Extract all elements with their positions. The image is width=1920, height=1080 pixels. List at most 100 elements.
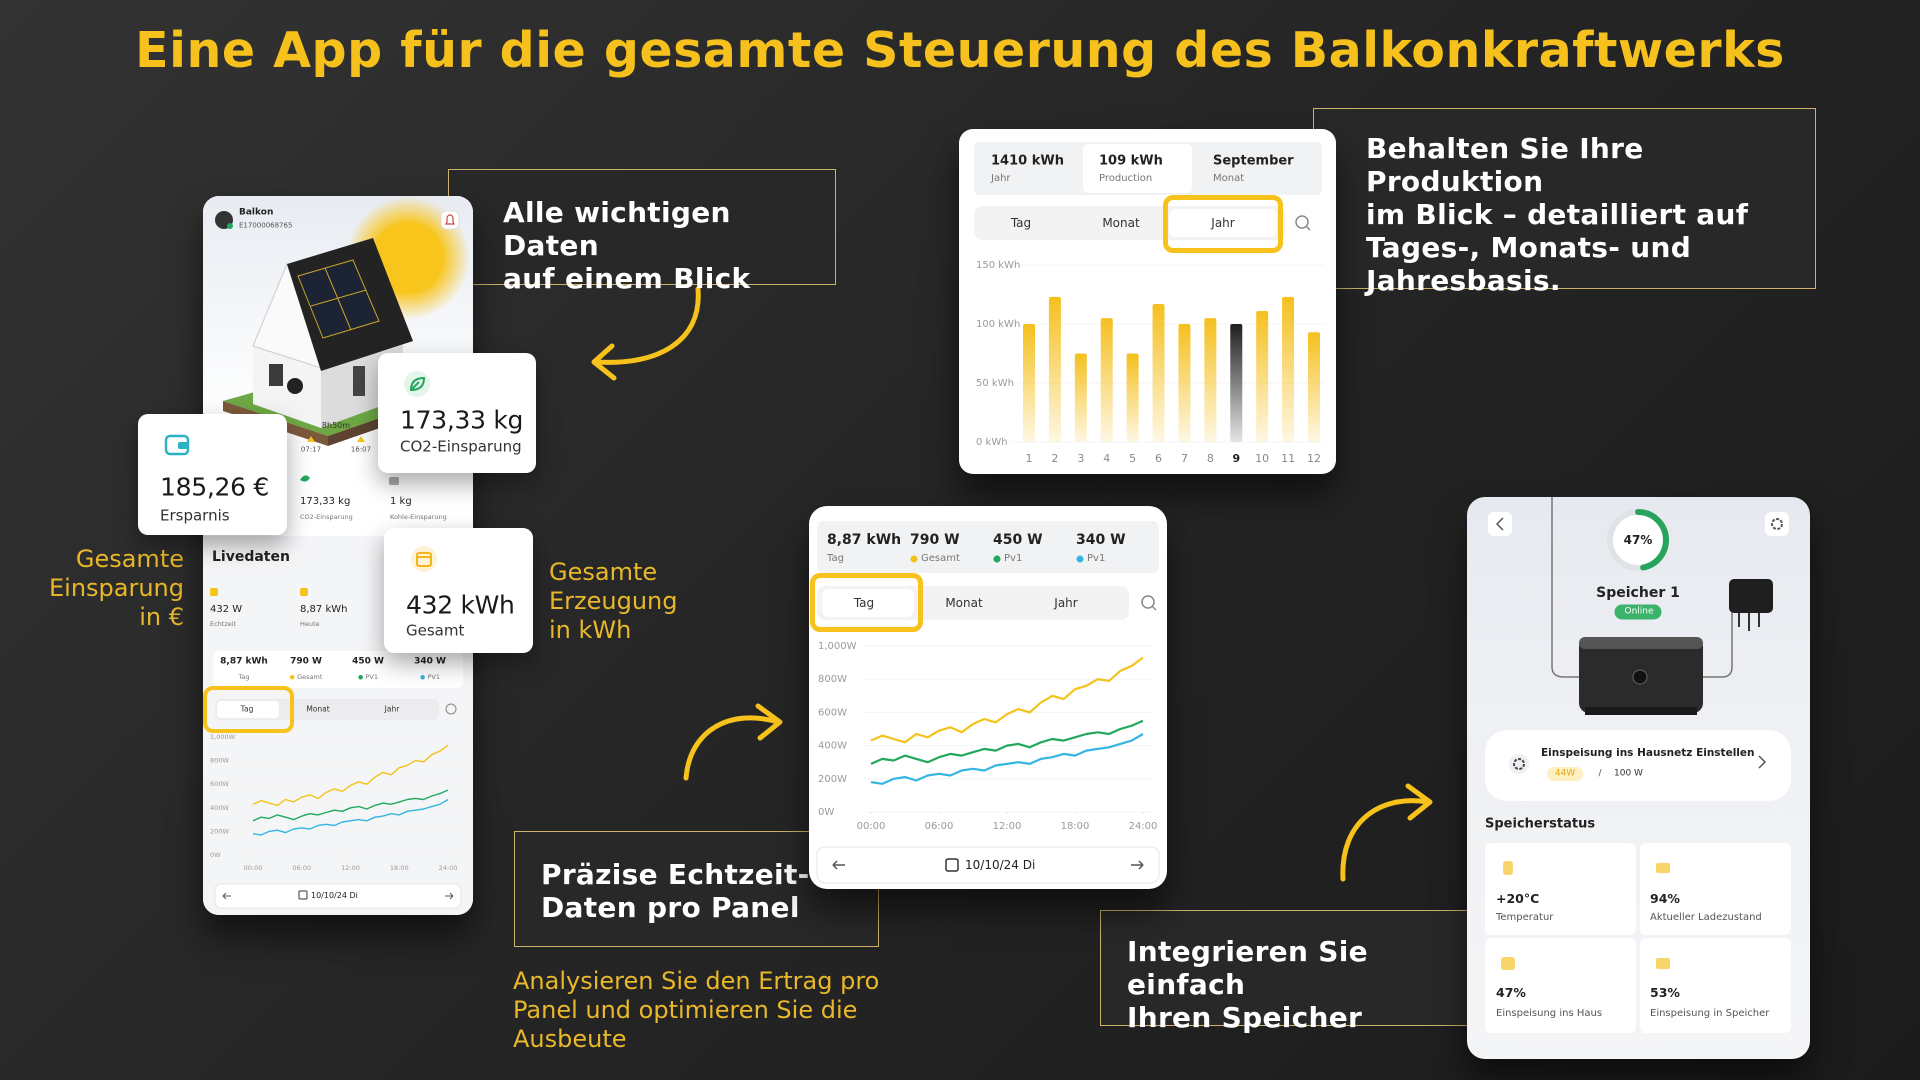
tab[interactable]: Jahr — [384, 704, 400, 714]
coal-icon — [389, 477, 399, 485]
door — [353, 366, 365, 396]
caption-line: in € — [139, 603, 184, 631]
sunrise-icon — [307, 436, 315, 442]
setting-row[interactable] — [1485, 730, 1791, 801]
inverter — [1729, 579, 1773, 613]
window — [269, 364, 283, 386]
stat-value: 8,87 kWh — [220, 656, 268, 667]
storage-name: Speicher 1 — [1596, 585, 1680, 601]
series-line — [870, 733, 1144, 785]
date-bar — [214, 883, 462, 909]
settings-button[interactable] — [1765, 512, 1789, 536]
prev-arrow[interactable] — [832, 860, 845, 870]
x-tick-label: 5 — [1129, 452, 1136, 465]
stat-value: 450 W — [352, 656, 384, 667]
caption: Gesamte Einsparung in € — [20, 545, 184, 632]
callout-line: Alle wichtigen Daten — [503, 196, 731, 262]
cable — [1700, 606, 1752, 678]
bar — [1256, 311, 1269, 442]
tab-selected — [1169, 209, 1277, 237]
tab[interactable]: Tag — [1010, 216, 1032, 230]
tile — [1485, 938, 1636, 1033]
stat-label: Tag — [238, 672, 250, 681]
bar — [1230, 324, 1243, 442]
next-arrow[interactable] — [1131, 860, 1144, 870]
sun — [372, 222, 444, 294]
stat-card: 173,33 kg CO2-Einsparung — [378, 353, 536, 473]
calendar-icon — [945, 858, 959, 872]
series-line — [252, 789, 449, 822]
zoom-icon[interactable] — [1295, 215, 1309, 229]
zoom-icon[interactable] — [1141, 595, 1155, 609]
next-arrow[interactable] — [445, 892, 454, 900]
arrow-head — [1405, 783, 1433, 821]
bell-button[interactable] — [440, 210, 460, 230]
y-tick-label: 0W — [210, 851, 221, 859]
value-pill — [1547, 767, 1583, 781]
stat-value: 432 kWh — [406, 590, 515, 620]
stat-card: 432 kWh Gesamt — [384, 528, 533, 653]
sunrise: 07:17 — [300, 445, 322, 454]
y-tick-label: 150 kWh — [976, 260, 1020, 271]
y-tick-label: 100 kWh — [976, 319, 1020, 330]
back-icon — [1495, 517, 1504, 531]
prev-arrow[interactable] — [222, 892, 231, 900]
calendar-icon — [411, 546, 437, 572]
phone-graphics: 0W 200W 400W 600W 800W 1,000W 00:00 06:00 12:00 1… — [203, 196, 473, 915]
stat-label: Gesamt — [910, 554, 960, 564]
setting-limit: 100 W — [1614, 768, 1643, 779]
tab[interactable]: Monat — [306, 704, 330, 714]
daylight: 8h50m — [321, 421, 351, 430]
tab[interactable]: Tag — [853, 596, 875, 610]
x-tick-label: 06:00 — [292, 864, 311, 872]
battery-button — [1632, 669, 1648, 685]
tab[interactable]: Tag — [240, 704, 254, 714]
charge-ring — [1607, 509, 1669, 571]
tab[interactable]: Jahr — [1054, 596, 1078, 610]
arrow — [1340, 798, 1431, 882]
stat-label: Pv1 — [993, 554, 1023, 564]
arrow — [593, 286, 701, 365]
bar — [1023, 324, 1035, 442]
back-button[interactable] — [1488, 512, 1512, 536]
callout-line: Integrieren Sie einfach — [1127, 935, 1368, 1001]
serial: E17000068765 — [239, 221, 293, 230]
tab[interactable]: Monat — [1102, 216, 1140, 230]
stat-value: 109 kWh — [1099, 153, 1163, 169]
caption-line: Gesamte — [75, 545, 184, 573]
x-tick-label: 6 — [1155, 452, 1162, 465]
tile — [1485, 843, 1636, 935]
tile-label: Einspeisung in Speicher — [1650, 1008, 1770, 1019]
callout-line: Ihren Speicher — [1127, 1001, 1363, 1034]
page-title: Eine App für die gesamte Steuerung des B… — [135, 22, 1785, 79]
tab[interactable]: Monat — [945, 596, 983, 610]
stats-selected — [1083, 144, 1192, 193]
y-tick-label: 800W — [210, 757, 229, 765]
tab[interactable]: Jahr — [1211, 216, 1235, 230]
bar — [1048, 296, 1061, 442]
status-pill: Online — [1614, 604, 1662, 620]
y-tick-label: 400W — [210, 804, 229, 812]
x-tick-label: 7 — [1181, 452, 1188, 465]
y-tick-label: 600W — [210, 780, 229, 788]
x-tick-label: 06:00 — [925, 821, 954, 832]
inverter — [287, 378, 303, 394]
stat-value: 790 W — [910, 532, 960, 548]
separator: / — [1598, 768, 1602, 779]
stat-label: Tag — [827, 553, 844, 564]
sunset: 16:07 — [350, 445, 372, 454]
stat-value: 173,33 kg — [400, 405, 524, 435]
x-tick-label: 2 — [1051, 452, 1058, 465]
status-dot — [227, 223, 233, 229]
x-tick-label: 4 — [1103, 452, 1110, 465]
stat-value: 340 W — [1076, 532, 1126, 548]
zoom-icon — [1151, 605, 1157, 611]
selection-frame — [1163, 195, 1283, 253]
selection-frame — [203, 686, 294, 733]
stat-label: Jahr — [991, 173, 1011, 184]
chevron — [1758, 755, 1767, 769]
energy-icon — [300, 588, 308, 596]
tile-icon — [1656, 958, 1670, 969]
caption-line: Ausbeute — [513, 1025, 627, 1053]
